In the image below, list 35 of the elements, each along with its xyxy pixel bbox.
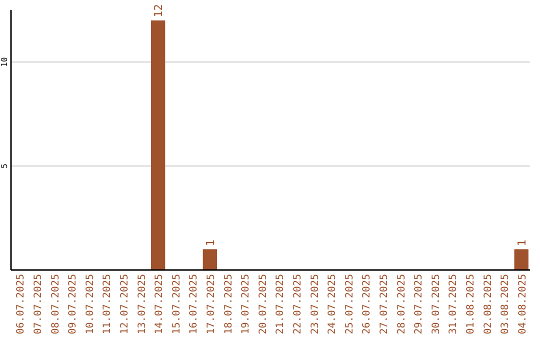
x-tick-label: 07.07.2025 [32, 274, 44, 334]
x-tick-label: 24.07.2025 [327, 274, 338, 334]
x-tick-label: 12.07.2025 [119, 274, 130, 334]
x-tick-label: 02.08.2025 [482, 274, 494, 334]
x-tick-label: 06.07.2025 [16, 274, 27, 334]
x-tick-label: 03.08.2025 [500, 274, 512, 334]
x-tick-label: 09.07.2025 [68, 274, 79, 334]
x-tick-label: 11.07.2025 [102, 274, 114, 334]
x-tick-label: 14.07.2025 [154, 274, 166, 334]
x-tick-label: 20.07.2025 [258, 274, 269, 334]
x-tick-label: 30.07.2025 [430, 274, 442, 334]
x-tick-label: 16.07.2025 [188, 274, 200, 334]
data-label: 1 [515, 240, 528, 246]
x-tick-label: 23.07.2025 [310, 274, 321, 334]
y-tick-label: 5 [0, 163, 9, 168]
x-tick-label: 08.07.2025 [50, 274, 62, 334]
x-tick-label: 17.07.2025 [206, 274, 217, 334]
x-tick-label: 26.07.2025 [362, 274, 373, 334]
x-tick-label: 22.07.2025 [292, 274, 304, 334]
x-tick-label: 13.07.2025 [136, 274, 148, 334]
data-label: 12 [152, 4, 166, 18]
x-tick-label: 31.07.2025 [448, 274, 460, 334]
x-tick-label: 27.07.2025 [378, 274, 390, 334]
x-tick-label: 04.08.2025 [517, 274, 528, 334]
x-tick-label: 19.07.2025 [240, 274, 252, 334]
x-tick-label: 18.07.2025 [223, 274, 234, 334]
y-tick-label: 10 [0, 57, 9, 67]
x-tick-label: 29.07.2025 [414, 274, 425, 334]
data-label: 1 [204, 240, 217, 246]
x-tick-label: 25.07.2025 [344, 274, 356, 334]
x-tick-label: 10.07.2025 [84, 274, 96, 334]
x-tick-label: 15.07.2025 [171, 274, 182, 334]
x-tick-label: 01.08.2025 [465, 274, 476, 334]
x-tick-label: 21.07.2025 [275, 274, 286, 334]
x-tick-label: 28.07.2025 [396, 274, 408, 334]
